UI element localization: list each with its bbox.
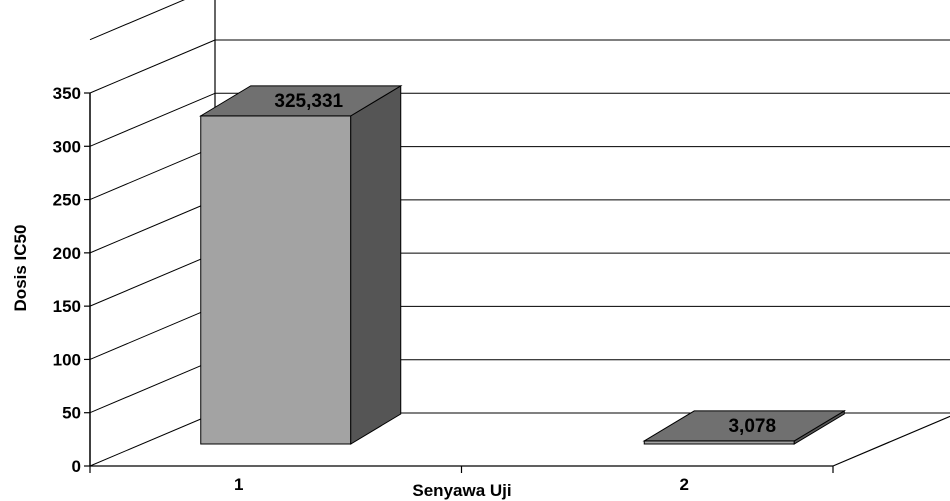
data-labels: 325,331 3,078 — [274, 91, 776, 437]
y-tick-label: 350 — [53, 84, 81, 103]
side-wall-gridline — [89, 199, 216, 254]
side-wall-gridline — [89, 92, 216, 147]
data-label-2: 3,078 — [728, 416, 776, 437]
side-wall-gridline — [89, 252, 216, 307]
data-label-1: 325,331 — [274, 91, 343, 112]
x-tick-label-1: 1 — [234, 475, 243, 494]
side-wall-gridline — [89, 412, 216, 467]
y-tick-label: 200 — [53, 244, 81, 263]
x-tick-label-2: 2 — [680, 475, 689, 494]
floor-right-edge — [832, 415, 950, 467]
y-tick-label: 100 — [53, 350, 81, 369]
axes — [84, 92, 950, 473]
x-axis-title: Senyawa Uji — [412, 481, 511, 500]
bars — [198, 84, 847, 445]
side-wall-gridline — [89, 359, 216, 414]
bar-top-1 — [198, 85, 403, 117]
bar-side-1 — [350, 84, 402, 445]
y-tick-label: 150 — [53, 297, 81, 316]
side-wall-gridline — [89, 305, 216, 360]
y-axis-title: Dosis IC50 — [11, 225, 30, 312]
y-tick-label: 300 — [53, 137, 81, 156]
side-wall-gridline — [89, 146, 216, 201]
bar-front-1 — [200, 115, 352, 445]
y-tick-label: 0 — [72, 457, 81, 476]
bar-top-2 — [642, 410, 847, 442]
side-wall-gridline — [89, 0, 185, 41]
y-tick-label: 250 — [53, 191, 81, 210]
y-tick-labels: 0 50 100 150 200 250 300 350 — [53, 84, 81, 476]
y-tick-label: 50 — [62, 404, 81, 423]
side-wall-gridline — [89, 39, 216, 94]
